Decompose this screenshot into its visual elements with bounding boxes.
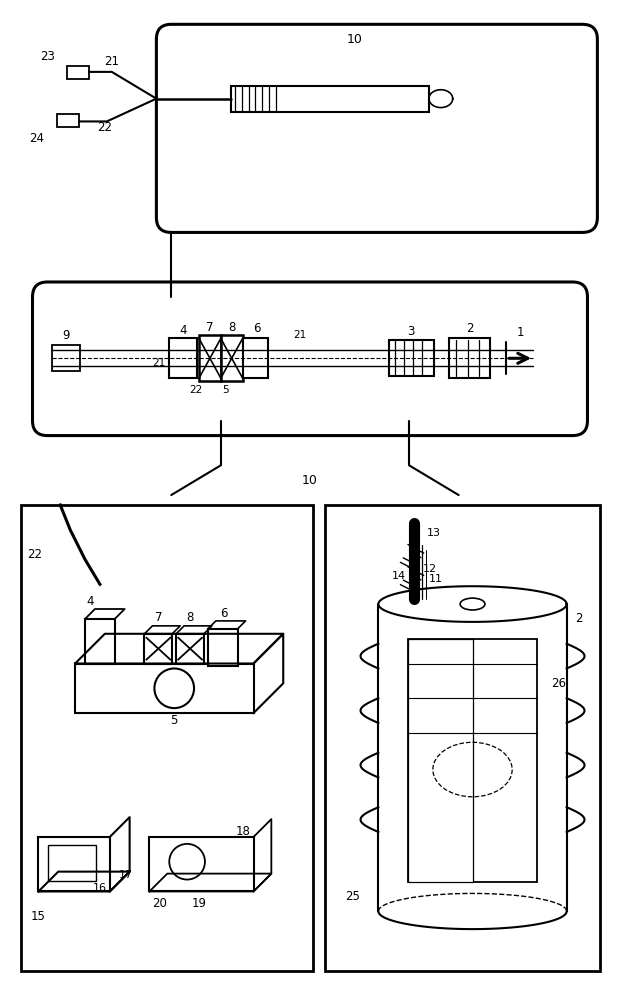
Text: 19: 19: [192, 897, 206, 910]
Text: 3: 3: [407, 325, 415, 338]
Bar: [20, 505, 313, 971]
Text: 17: 17: [119, 870, 133, 880]
Text: 4: 4: [179, 324, 187, 337]
Text: 12: 12: [423, 564, 437, 574]
Bar: [48, 845, 96, 881]
Text: 18: 18: [236, 825, 251, 838]
Bar: [221, 335, 243, 381]
Text: 14: 14: [392, 571, 406, 581]
Text: 26: 26: [551, 677, 566, 690]
Text: 5: 5: [222, 385, 229, 395]
Text: 2: 2: [575, 612, 582, 625]
Text: 24: 24: [30, 132, 44, 145]
Text: 15: 15: [30, 910, 45, 923]
Text: 4: 4: [87, 595, 94, 608]
Text: 5: 5: [171, 714, 178, 727]
Bar: [408, 639, 537, 882]
Text: 6: 6: [220, 607, 227, 620]
Text: 13: 13: [427, 528, 441, 538]
Bar: [150, 837, 253, 891]
Text: 23: 23: [40, 50, 55, 63]
Text: 8: 8: [228, 321, 235, 334]
Text: 22: 22: [27, 548, 43, 561]
Text: 2: 2: [466, 322, 473, 335]
Bar: [57, 114, 79, 127]
Text: 21: 21: [294, 330, 307, 340]
Text: 8: 8: [187, 611, 194, 624]
Bar: [176, 634, 204, 664]
Text: 16: 16: [93, 883, 107, 893]
Bar: [243, 338, 268, 378]
Text: 11: 11: [429, 574, 443, 584]
Text: 20: 20: [152, 897, 167, 910]
Text: 21: 21: [153, 358, 166, 368]
Bar: [75, 664, 253, 713]
Text: 10: 10: [302, 474, 318, 487]
Bar: [199, 335, 221, 381]
Bar: [145, 634, 172, 664]
Bar: [53, 345, 80, 371]
Bar: [67, 66, 89, 79]
Bar: [169, 338, 197, 378]
Bar: [325, 505, 600, 971]
Bar: [208, 629, 238, 666]
Bar: [85, 619, 115, 664]
Bar: [449, 338, 490, 378]
Bar: [389, 340, 434, 376]
Bar: [408, 639, 473, 882]
FancyBboxPatch shape: [156, 24, 598, 232]
FancyBboxPatch shape: [33, 282, 588, 436]
Text: 7: 7: [206, 321, 214, 334]
Text: 22: 22: [98, 121, 112, 134]
Text: 22: 22: [189, 385, 203, 395]
Text: 25: 25: [345, 890, 360, 903]
Text: 6: 6: [253, 322, 260, 335]
Text: 1: 1: [516, 326, 524, 339]
Text: 7: 7: [154, 611, 162, 624]
Text: 21: 21: [104, 55, 119, 68]
Bar: [231, 86, 429, 112]
Text: 10: 10: [347, 33, 363, 46]
Text: 9: 9: [62, 329, 70, 342]
